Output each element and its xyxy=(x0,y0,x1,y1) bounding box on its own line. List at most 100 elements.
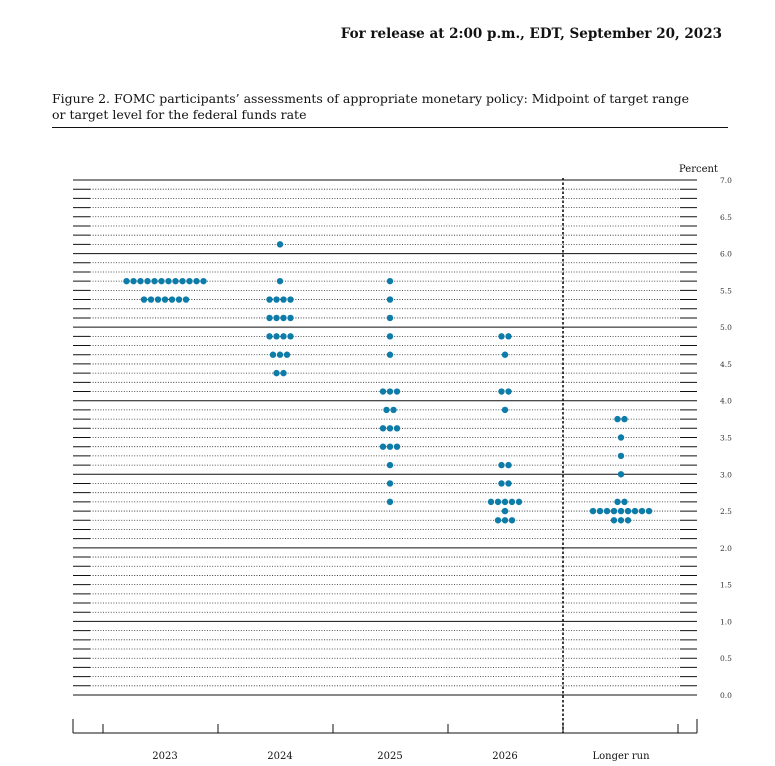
dot-marker xyxy=(501,498,509,506)
figure-caption: Figure 2. FOMC participants’ assessments… xyxy=(52,91,728,123)
dot-marker xyxy=(386,388,394,395)
dot-marker xyxy=(273,314,280,322)
dot-marker xyxy=(186,277,193,285)
dot-marker xyxy=(508,517,516,524)
x-tick-label: 2024 xyxy=(267,751,292,762)
dot-marker xyxy=(386,498,394,506)
y-tick-label: 5.0 xyxy=(720,323,732,332)
dot-marker xyxy=(505,480,512,487)
dot-marker xyxy=(175,296,183,303)
dot-marker xyxy=(494,498,502,506)
dot-marker xyxy=(386,277,394,285)
dot-marker xyxy=(501,507,509,515)
dot-marker xyxy=(158,277,165,285)
dot-marker xyxy=(617,471,625,478)
dot-marker xyxy=(390,406,397,414)
dot-marker xyxy=(386,425,394,432)
dot-marker xyxy=(614,498,621,506)
caption-rule xyxy=(52,127,728,128)
dot-marker xyxy=(386,443,394,450)
dot-marker xyxy=(172,277,179,285)
dot-marker xyxy=(283,351,291,358)
dot-marker xyxy=(273,369,280,377)
dot-marker xyxy=(266,314,273,322)
y-tick-label: 3.5 xyxy=(720,434,732,443)
figure-caption-line-2: or target level for the federal funds ra… xyxy=(52,107,307,122)
y-tick-label: 6.5 xyxy=(720,213,732,222)
dot-marker xyxy=(638,507,646,515)
dot-marker xyxy=(505,333,512,340)
dot-marker xyxy=(273,333,280,340)
dot-marker xyxy=(386,351,394,358)
dot-marker xyxy=(617,452,625,460)
dot-marker xyxy=(123,277,130,285)
dot-marker xyxy=(287,333,294,340)
x-tick-label: Longer run xyxy=(592,751,650,762)
dot-marker xyxy=(287,314,294,322)
dot-marker xyxy=(614,415,621,423)
dot-marker xyxy=(617,517,625,524)
dot-marker xyxy=(505,461,512,469)
dot-marker xyxy=(168,296,176,303)
y-tick-label: 6.0 xyxy=(720,250,732,259)
y-tick-label: 2.5 xyxy=(720,507,732,516)
release-note: For release at 2:00 p.m., EDT, September… xyxy=(340,26,722,42)
dot-marker xyxy=(280,333,287,340)
dot-marker xyxy=(624,507,632,515)
dot-marker xyxy=(200,277,207,285)
dot-marker xyxy=(645,507,653,515)
y-tick-label: 3.0 xyxy=(720,470,732,479)
dot-marker xyxy=(501,517,509,524)
dot-marker xyxy=(280,296,287,303)
dot-marker xyxy=(589,507,597,515)
y-axis-label: Percent xyxy=(679,164,718,175)
dot-marker xyxy=(140,296,148,303)
y-tick-label: 1.0 xyxy=(720,617,732,626)
dot-marker xyxy=(498,480,505,487)
dot-marker xyxy=(379,425,387,432)
dot-marker xyxy=(266,333,273,340)
dot-marker xyxy=(165,277,172,285)
dot-marker xyxy=(287,296,294,303)
dot-marker xyxy=(393,443,401,450)
dot-marker xyxy=(631,507,639,515)
dot-marker xyxy=(130,277,137,285)
dot-marker xyxy=(621,415,628,423)
x-tick-label: 2026 xyxy=(492,751,517,762)
dot-marker xyxy=(596,507,604,515)
dot-marker xyxy=(498,461,505,469)
dot-marker xyxy=(386,480,394,487)
dot-marker xyxy=(154,296,162,303)
dot-marker xyxy=(494,517,502,524)
y-tick-label: 0.0 xyxy=(720,691,732,700)
dot-marker xyxy=(505,388,512,395)
dot-marker xyxy=(498,388,505,395)
dot-marker xyxy=(393,388,401,395)
dot-marker xyxy=(280,314,287,322)
y-tick-label: 4.5 xyxy=(720,360,732,369)
dot-marker xyxy=(137,277,144,285)
dot-marker xyxy=(161,296,169,303)
dot-marker xyxy=(393,425,401,432)
figure-caption-line-1: Figure 2. FOMC participants’ assessments… xyxy=(52,91,689,106)
dot-marker xyxy=(280,369,287,377)
dot-marker xyxy=(624,517,632,524)
dot-marker xyxy=(276,277,284,285)
dot-marker xyxy=(179,277,186,285)
dot-marker xyxy=(621,498,628,506)
dot-marker xyxy=(147,296,155,303)
dot-marker xyxy=(487,498,495,506)
y-tick-label: 2.0 xyxy=(720,544,732,553)
dot-marker xyxy=(379,388,387,395)
dot-marker xyxy=(610,507,618,515)
dot-marker xyxy=(182,296,190,303)
x-tick-label: 2023 xyxy=(152,751,177,762)
dot-marker xyxy=(603,507,611,515)
dot-marker xyxy=(515,498,523,506)
dot-marker xyxy=(501,406,509,414)
y-tick-label: 5.5 xyxy=(720,286,732,295)
dot-marker xyxy=(386,296,394,303)
y-tick-label: 7.0 xyxy=(720,176,732,185)
y-tick-label: 4.0 xyxy=(720,397,732,406)
dot-marker xyxy=(617,434,625,441)
